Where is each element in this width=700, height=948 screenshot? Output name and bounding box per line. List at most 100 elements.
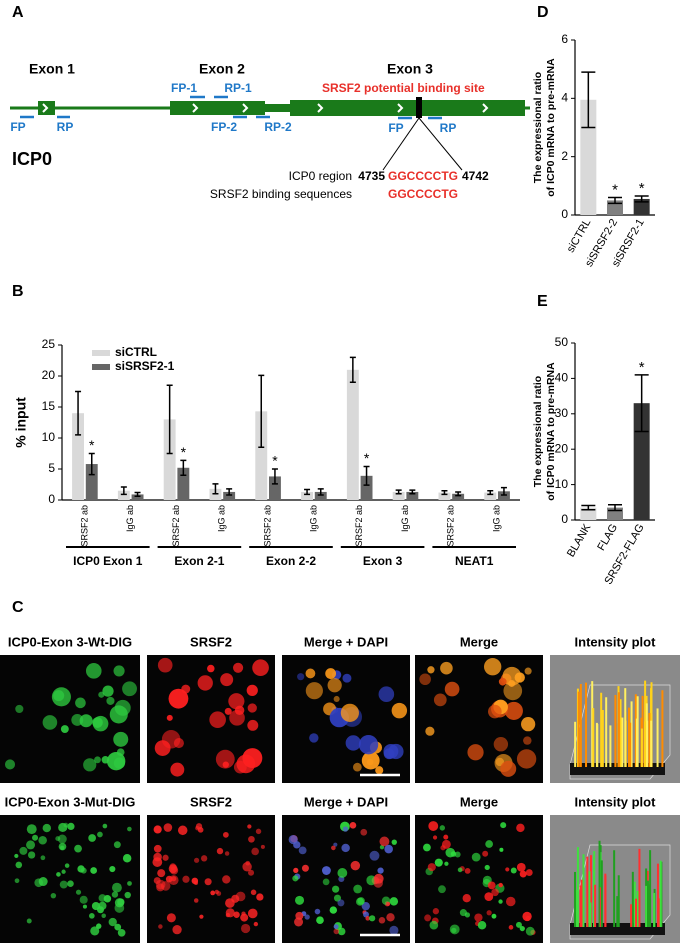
signal-spot — [360, 828, 368, 836]
signal-spot — [369, 915, 376, 922]
signal-spot — [98, 901, 107, 910]
significance-mark: * — [639, 180, 645, 197]
error-bar — [500, 486, 507, 496]
x-tick-label: BLANK — [565, 521, 594, 559]
signal-spot — [111, 891, 119, 898]
signal-spot — [117, 928, 126, 937]
site-label: SRSF2 potential binding site — [322, 81, 485, 95]
image-header: Merge — [460, 794, 498, 809]
signal-spot — [166, 714, 173, 721]
signal-spot — [106, 751, 126, 771]
signal-spot — [508, 925, 514, 930]
error-bar — [634, 195, 649, 203]
micrograph — [550, 655, 680, 783]
signal-spot — [191, 877, 199, 885]
x-tick-label: IgG ab — [217, 505, 227, 532]
signal-spot — [117, 898, 125, 906]
signal-spot — [157, 657, 173, 673]
image-background — [0, 815, 140, 943]
direction-arrows — [42, 103, 489, 113]
primer-label: RP — [440, 121, 457, 135]
signal-spot — [15, 704, 24, 714]
signal-spot — [333, 928, 340, 935]
signal-spot — [247, 824, 252, 829]
panel-label: A — [12, 4, 24, 21]
group-label: NEAT1 — [455, 554, 494, 568]
signal-spot — [295, 911, 304, 920]
signal-spot — [67, 822, 75, 831]
signal-spot — [438, 885, 446, 894]
y-tick-label: 20 — [42, 368, 56, 382]
signal-spot — [248, 869, 255, 876]
signal-spot — [233, 911, 240, 918]
error-bar — [88, 452, 95, 476]
signal-spot — [224, 707, 232, 715]
signal-spot — [504, 701, 523, 720]
signal-spot — [337, 868, 348, 878]
signal-spot — [327, 678, 342, 693]
signal-spot — [503, 681, 523, 701]
signal-spot — [79, 714, 93, 728]
signal-spot — [251, 847, 259, 856]
image-background — [282, 815, 410, 943]
y-tick-label: 4 — [561, 91, 568, 105]
zoom-line — [382, 117, 420, 171]
error-bar — [581, 504, 596, 511]
signal-spot — [157, 869, 166, 878]
error-bar — [120, 486, 127, 496]
signal-spot — [114, 699, 131, 716]
signal-spot — [508, 680, 516, 687]
signal-spot — [337, 927, 346, 936]
signal-spot — [122, 854, 132, 863]
x-tick-label: SRSF2 ab — [354, 505, 364, 547]
signal-spot — [168, 864, 178, 874]
signal-spot — [75, 889, 82, 895]
signal-spot — [525, 926, 535, 936]
signal-spot — [42, 823, 52, 833]
signal-spot — [505, 867, 510, 872]
signal-spot — [96, 923, 102, 929]
signal-spot — [225, 912, 231, 918]
signal-spot — [166, 913, 176, 923]
micrograph — [147, 815, 275, 943]
signal-spot — [236, 754, 256, 774]
signal-spot — [498, 677, 507, 686]
signal-spot — [432, 835, 438, 840]
signal-spot — [250, 889, 257, 896]
y-tick-label: 5 — [48, 461, 55, 475]
primer-label: FP — [10, 120, 25, 134]
signal-spot — [209, 711, 226, 729]
signal-spot — [57, 834, 67, 844]
signal-spot — [90, 926, 100, 936]
micrograph — [550, 815, 680, 943]
signal-spot — [197, 675, 213, 691]
x-tick-label: IgG ab — [125, 505, 135, 532]
signal-spot — [516, 749, 537, 769]
signal-spot — [451, 927, 457, 934]
primer-marks — [20, 95, 442, 120]
signal-spot — [522, 911, 532, 922]
x-tick-label: SRSF2 ab — [446, 505, 456, 547]
signal-spot — [112, 882, 122, 893]
bar — [406, 491, 419, 500]
signal-spot — [127, 826, 132, 832]
bar — [452, 493, 465, 500]
signal-spot — [523, 736, 532, 745]
signal-spot — [160, 881, 171, 891]
bar — [163, 419, 176, 500]
signal-spot — [207, 664, 215, 673]
signal-spot — [79, 895, 88, 904]
signal-spot — [428, 821, 439, 831]
exon-box — [170, 101, 265, 115]
error-bar — [455, 491, 462, 497]
signal-spot — [444, 861, 449, 866]
signal-spot — [152, 857, 163, 867]
bar — [484, 492, 497, 500]
signal-spot — [389, 897, 399, 906]
gene-diagram: Exon 1 Exon 2 Exon 3 SRSF2 potential bin… — [10, 61, 530, 201]
significance-mark: * — [89, 437, 95, 453]
signal-spot — [195, 825, 200, 831]
signal-spot — [199, 914, 204, 919]
y-tick-label: 15 — [42, 399, 56, 413]
signal-spot — [292, 875, 299, 882]
